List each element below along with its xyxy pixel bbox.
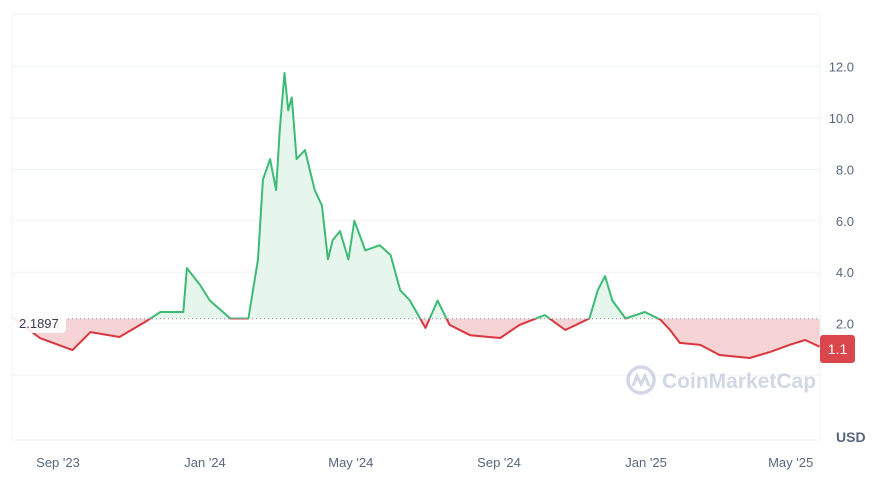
above-baseline — [11, 72, 661, 319]
area-below — [12, 318, 820, 358]
x-tick-label: Sep '23 — [36, 455, 80, 470]
plot-area — [11, 72, 821, 359]
area-above — [12, 73, 659, 319]
y-tick-label: 4.0 — [836, 265, 854, 280]
x-tick-label: May '25 — [768, 455, 813, 470]
y-tick-label: 6.0 — [836, 214, 854, 229]
x-tick-label: Jan '25 — [625, 455, 667, 470]
x-tick-label: Jan '24 — [184, 455, 226, 470]
y-tick-label: 8.0 — [836, 162, 854, 177]
x-tick-label: May '24 — [328, 455, 373, 470]
coinmarketcap-watermark: CoinMarketCap — [626, 365, 816, 395]
plot-border — [11, 13, 821, 441]
svg-text:CoinMarketCap: CoinMarketCap — [662, 370, 816, 393]
below-baseline — [12, 318, 821, 359]
y-tick-label: 2.0 — [836, 317, 854, 332]
price-line-above — [11, 72, 661, 319]
x-tick-label: Sep '24 — [477, 455, 521, 470]
baseline-label: 2.1897 — [12, 313, 66, 333]
baseline-value: 2.1897 — [19, 316, 59, 331]
current-price-value: 1.1 — [828, 341, 848, 357]
y-tick-label: 12.0 — [829, 60, 854, 75]
x-axis: Sep '23 Jan '24 May '24 Sep '24 Jan '25 May '… — [36, 455, 813, 470]
y-axis: 2.0 4.0 6.0 8.0 10.0 12.0 — [829, 60, 854, 332]
y-tick-label: 10.0 — [829, 111, 854, 126]
current-price-label: 1.1 — [820, 335, 855, 363]
currency-label: USD — [836, 429, 866, 445]
